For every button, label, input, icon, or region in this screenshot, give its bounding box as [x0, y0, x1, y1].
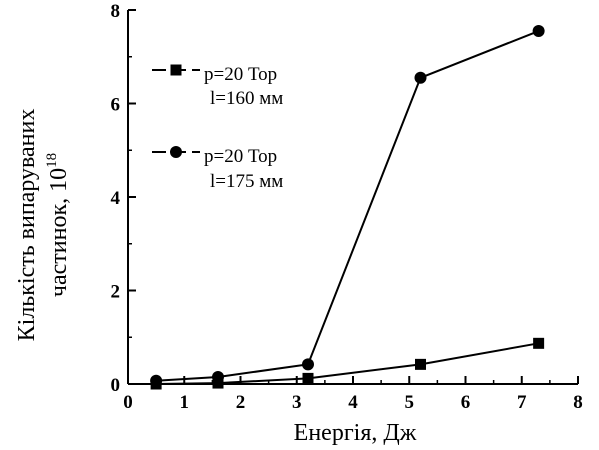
series-2-point	[414, 71, 427, 84]
x-tick-label: 2	[236, 392, 246, 413]
x-tick-label: 1	[180, 392, 190, 413]
legend-2-line1: p=20 Тор	[204, 146, 277, 167]
legend-1-line2: l=160 мм	[210, 88, 283, 109]
ticks: 0 1 2 3 4 5 6 7 8 0 2 4 6 8	[111, 1, 583, 413]
y-axis-label-line1: Кількість випаруваних	[14, 109, 40, 342]
x-tick-label: 8	[573, 392, 583, 413]
legend-1-marker	[170, 64, 182, 76]
series-2-point	[302, 358, 314, 371]
x-tick-label: 5	[405, 392, 415, 413]
legend-2-marker	[170, 146, 182, 158]
y-tick-label: 8	[111, 1, 121, 22]
legend: p=20 Тор l=160 мм p=20 Тор l=175 мм	[152, 64, 283, 192]
y-axis-label: Кількість випаруваних частинок, 1018	[14, 109, 72, 342]
y-axis-label-exponent: 18	[44, 153, 60, 168]
x-tick-label: 6	[461, 392, 471, 413]
series-2	[150, 25, 545, 387]
x-tick-label: 4	[348, 392, 358, 413]
series-layer	[150, 25, 545, 390]
legend-2-line2: l=175 мм	[210, 171, 283, 192]
x-axis-label: Енергія, Дж	[294, 420, 417, 446]
axes	[127, 10, 578, 385]
legend-entry-2: p=20 Тор l=175 мм	[152, 146, 283, 192]
series-1-point	[415, 358, 426, 370]
legend-entry-1: p=20 Тор l=160 мм	[152, 64, 283, 109]
y-tick-label: 4	[111, 188, 121, 209]
series-2-point	[532, 25, 545, 38]
series-1-point	[533, 337, 545, 349]
x-tick-label: 3	[292, 392, 302, 413]
y-tick-label: 0	[111, 375, 121, 396]
series-2-point	[212, 370, 224, 383]
y-tick-label: 2	[111, 282, 121, 303]
series-1	[150, 337, 545, 390]
y-axis-label-line2: частинок, 10	[46, 168, 72, 297]
y-axis-label-line2-group: частинок, 1018	[44, 153, 72, 297]
x-tick-label: 7	[517, 392, 527, 413]
series-2-point	[150, 374, 163, 387]
y-tick-label: 6	[111, 95, 121, 116]
series-1-point	[302, 372, 314, 384]
legend-1-line1: p=20 Тор	[204, 64, 277, 85]
series-1-point	[212, 377, 224, 389]
x-tick-label: 0	[123, 392, 133, 413]
